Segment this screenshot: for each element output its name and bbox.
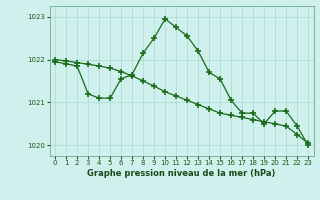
X-axis label: Graphe pression niveau de la mer (hPa): Graphe pression niveau de la mer (hPa) (87, 169, 276, 178)
